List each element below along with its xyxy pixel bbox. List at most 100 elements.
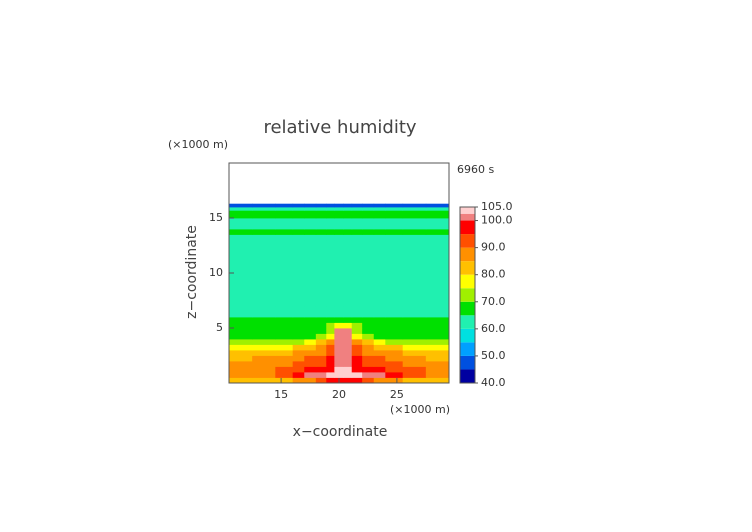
contour-cell bbox=[275, 218, 294, 230]
contour-cell bbox=[343, 372, 353, 378]
x-tick-label: 20 bbox=[332, 388, 346, 401]
colorbar-bin bbox=[460, 261, 475, 275]
contour-cell bbox=[229, 355, 253, 362]
contour-cell bbox=[275, 372, 294, 378]
contour-cell bbox=[304, 328, 317, 334]
contour-cell bbox=[402, 366, 427, 373]
contour-cell bbox=[275, 322, 294, 329]
contour-cell bbox=[326, 333, 335, 340]
contour-cell bbox=[351, 240, 363, 307]
contour-cell bbox=[304, 322, 317, 329]
contour-cell bbox=[402, 306, 427, 318]
contour-cell bbox=[229, 333, 253, 340]
contour-cell bbox=[326, 317, 335, 323]
contour-cell bbox=[252, 377, 276, 384]
contour-cell bbox=[292, 350, 305, 356]
contour-cell bbox=[385, 372, 404, 378]
contour-cell bbox=[315, 350, 327, 356]
contour-cell bbox=[343, 339, 353, 345]
contour-cell bbox=[334, 344, 345, 351]
contour-cell bbox=[252, 306, 276, 318]
colorbar-bin bbox=[460, 328, 475, 343]
contour-cell bbox=[425, 339, 450, 345]
contour-cell bbox=[292, 377, 305, 384]
contour-cell bbox=[334, 328, 345, 334]
contour-cell bbox=[304, 317, 317, 323]
contour-cell bbox=[229, 203, 253, 208]
contour-cell bbox=[326, 377, 335, 384]
contour-cell bbox=[373, 344, 386, 351]
contour-cell bbox=[292, 328, 305, 334]
contour-cell bbox=[385, 366, 404, 373]
contour-cell bbox=[292, 355, 305, 362]
contour-cell bbox=[343, 306, 353, 318]
contour-cell bbox=[326, 322, 335, 329]
contour-cell bbox=[425, 361, 450, 367]
x-tick-label: 25 bbox=[390, 388, 404, 401]
contour-cell bbox=[229, 229, 253, 235]
contour-cell bbox=[402, 207, 427, 211]
contour-cell bbox=[362, 361, 375, 367]
contour-cell bbox=[351, 210, 363, 219]
contour-cell bbox=[385, 377, 404, 384]
contour-cell bbox=[315, 218, 327, 230]
contour-cell bbox=[373, 339, 386, 345]
contour-cell bbox=[385, 218, 404, 230]
contour-cell bbox=[292, 210, 305, 219]
contour-cell bbox=[362, 234, 375, 241]
contour-cell bbox=[351, 361, 363, 367]
contour-cell bbox=[425, 317, 450, 323]
contour-cell bbox=[292, 317, 305, 323]
contour-cell bbox=[343, 317, 353, 323]
contour-cell bbox=[334, 229, 345, 235]
contour-cell bbox=[425, 350, 450, 356]
contour-cell bbox=[229, 234, 253, 241]
contour-cell bbox=[425, 234, 450, 241]
contour-cell bbox=[385, 328, 404, 334]
contour-cell bbox=[343, 366, 353, 373]
contour-cell bbox=[229, 210, 253, 219]
contour-cell bbox=[304, 229, 317, 235]
contour-cell bbox=[326, 240, 335, 307]
contour-cell bbox=[229, 366, 253, 373]
colorbar-bin bbox=[460, 220, 475, 235]
colorbar-bin bbox=[460, 342, 475, 356]
contour-cell bbox=[334, 218, 345, 230]
contour-cell bbox=[362, 203, 375, 208]
contour-cell bbox=[326, 210, 335, 219]
contour-cell bbox=[304, 339, 317, 345]
contour-cell bbox=[343, 350, 353, 356]
contour-cell bbox=[315, 210, 327, 219]
colorbar-tick-label: 105.0 bbox=[481, 200, 513, 213]
contour-cell bbox=[275, 229, 294, 235]
colorbar-tick-label: 60.0 bbox=[481, 322, 506, 335]
colorbar-bin bbox=[460, 355, 475, 370]
contour-cell bbox=[315, 355, 327, 362]
contour-cell bbox=[425, 218, 450, 230]
chart-title: relative humidity bbox=[263, 117, 416, 138]
contour-cell bbox=[343, 203, 353, 208]
contour-cell bbox=[334, 240, 345, 307]
contour-cell bbox=[425, 328, 450, 334]
contour-cell bbox=[315, 234, 327, 241]
contour-cell bbox=[362, 333, 375, 340]
contour-cell bbox=[334, 317, 345, 323]
contour-cell bbox=[362, 344, 375, 351]
contour-cell bbox=[334, 210, 345, 219]
contour-cell bbox=[326, 355, 335, 362]
contour-cell bbox=[275, 361, 294, 367]
contour-cell bbox=[385, 355, 404, 362]
contour-cell bbox=[252, 210, 276, 219]
contour-cell bbox=[292, 344, 305, 351]
contour-cell bbox=[315, 240, 327, 307]
contour-cell bbox=[334, 333, 345, 340]
contour-cell bbox=[315, 207, 327, 211]
contour-cell bbox=[304, 207, 317, 211]
contour-cell bbox=[402, 218, 427, 230]
contour-cell bbox=[385, 344, 404, 351]
contour-cell bbox=[425, 372, 450, 378]
contour-cell bbox=[304, 210, 317, 219]
contour-cell bbox=[275, 344, 294, 351]
contour-cell bbox=[292, 203, 305, 208]
